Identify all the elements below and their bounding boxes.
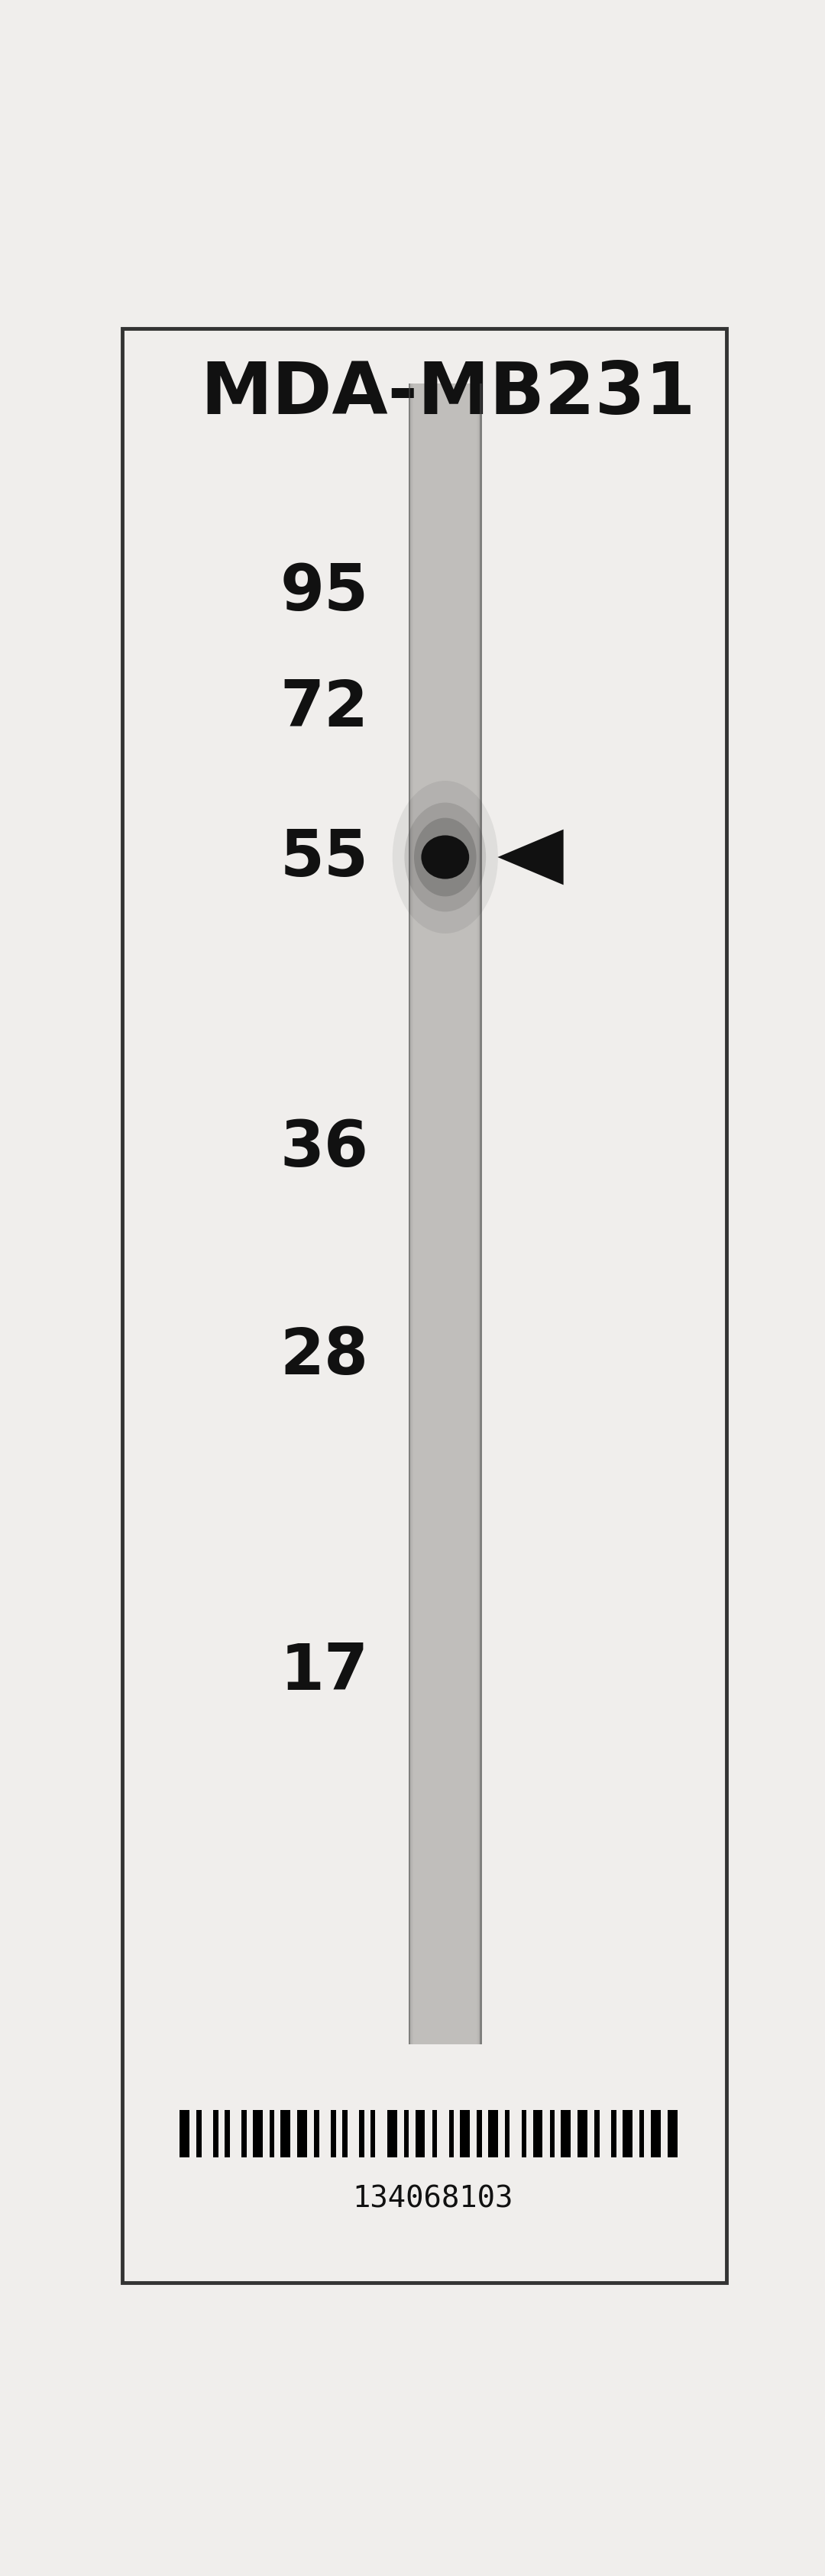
Bar xyxy=(505,2110,510,2159)
Text: 17: 17 xyxy=(280,1641,369,1703)
Bar xyxy=(578,2110,587,2159)
Text: 55: 55 xyxy=(280,827,369,889)
Bar xyxy=(667,2110,677,2159)
Bar xyxy=(432,2110,437,2159)
Polygon shape xyxy=(497,829,563,886)
Bar xyxy=(408,384,482,2045)
Bar xyxy=(549,2110,554,2159)
Ellipse shape xyxy=(422,835,469,878)
Bar xyxy=(387,2110,397,2159)
Bar xyxy=(252,2110,262,2159)
Bar xyxy=(480,384,482,2045)
Bar xyxy=(651,2110,660,2159)
Ellipse shape xyxy=(393,781,498,935)
Bar xyxy=(196,2110,201,2159)
Bar xyxy=(611,2110,616,2159)
Text: MDA-MB231: MDA-MB231 xyxy=(200,358,696,430)
Bar xyxy=(595,2110,600,2159)
Bar xyxy=(224,2110,229,2159)
Bar xyxy=(298,2110,308,2159)
Bar xyxy=(639,2110,644,2159)
Text: 134068103: 134068103 xyxy=(352,2184,513,2213)
Bar xyxy=(408,384,410,2045)
Bar xyxy=(180,2110,190,2159)
Bar xyxy=(460,2110,470,2159)
Bar xyxy=(488,2110,498,2159)
Bar xyxy=(370,2110,375,2159)
Text: 72: 72 xyxy=(280,677,369,739)
Ellipse shape xyxy=(414,819,476,896)
Bar xyxy=(449,2110,454,2159)
Bar xyxy=(521,2110,526,2159)
Text: 28: 28 xyxy=(280,1324,369,1386)
Bar xyxy=(623,2110,633,2159)
Bar xyxy=(415,2110,425,2159)
Bar xyxy=(314,2110,319,2159)
Bar xyxy=(342,2110,347,2159)
Ellipse shape xyxy=(404,804,486,912)
Text: 36: 36 xyxy=(280,1118,369,1180)
Text: 95: 95 xyxy=(280,562,369,623)
Bar xyxy=(561,2110,571,2159)
Bar xyxy=(214,2110,219,2159)
Bar xyxy=(359,2110,364,2159)
Bar xyxy=(270,2110,275,2159)
Bar xyxy=(477,2110,482,2159)
Bar xyxy=(242,2110,247,2159)
Bar xyxy=(533,2110,543,2159)
Bar xyxy=(331,2110,336,2159)
Bar xyxy=(404,2110,409,2159)
Bar xyxy=(280,2110,290,2159)
